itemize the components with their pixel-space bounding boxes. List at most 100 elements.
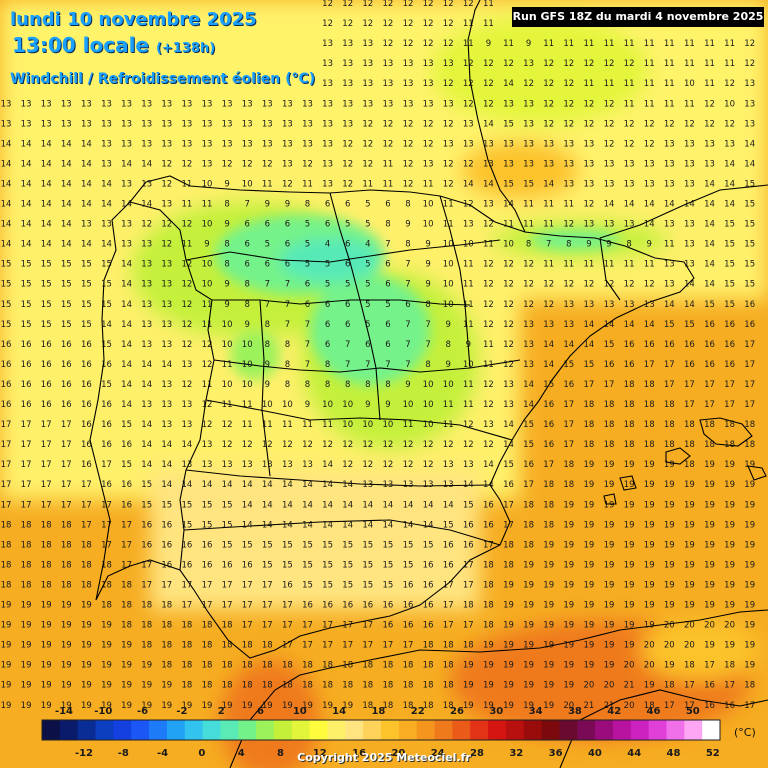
- grid-value: 12: [644, 139, 655, 149]
- legend-color-swatch: [95, 720, 114, 740]
- grid-value: 15: [563, 360, 574, 370]
- grid-value: 13: [222, 460, 233, 470]
- grid-value: 12: [423, 39, 434, 49]
- grid-value: 16: [181, 560, 192, 570]
- grid-value: 11: [704, 39, 715, 49]
- grid-value: 13: [141, 340, 152, 350]
- grid-value: 17: [463, 581, 474, 591]
- grid-value: 15: [724, 300, 735, 310]
- grid-value: 5: [365, 320, 370, 330]
- grid-value: 16: [302, 601, 313, 611]
- grid-value: 11: [563, 200, 574, 210]
- grid-value: 10: [202, 220, 213, 230]
- grid-value: 13: [222, 119, 233, 129]
- grid-value: 13: [81, 99, 92, 109]
- grid-value: 14: [724, 200, 735, 210]
- grid-value: 12: [282, 180, 293, 190]
- grid-value: 14: [81, 180, 92, 190]
- forecast-time: 13:00 locale: [12, 33, 149, 57]
- grid-value: 16: [463, 520, 474, 530]
- grid-value: 14: [322, 460, 333, 470]
- grid-value: 11: [724, 59, 735, 69]
- grid-value: 16: [684, 340, 695, 350]
- grid-value: 18: [302, 681, 313, 691]
- grid-value: 12: [503, 260, 514, 270]
- grid-value: 19: [583, 480, 594, 490]
- grid-value: 7: [425, 320, 430, 330]
- grid-value: 16: [543, 440, 554, 450]
- grid-value: 13: [503, 400, 514, 410]
- grid-value: 6: [285, 260, 290, 270]
- grid-value: 5: [265, 240, 270, 250]
- grid-value: 19: [583, 641, 594, 651]
- grid-value: 15: [322, 560, 333, 570]
- grid-value: 19: [503, 601, 514, 611]
- grid-value: 18: [141, 621, 152, 631]
- grid-value: 11: [242, 420, 253, 430]
- grid-value: 15: [242, 540, 253, 550]
- grid-value: 11: [644, 260, 655, 270]
- grid-value: 12: [342, 139, 353, 149]
- grid-value: 18: [664, 420, 675, 430]
- grid-value: 6: [385, 320, 390, 330]
- grid-value: 19: [161, 701, 172, 711]
- grid-value: 18: [342, 661, 353, 671]
- grid-value: 19: [61, 621, 72, 631]
- grid-value: 14: [302, 520, 313, 530]
- grid-value: 11: [483, 0, 494, 9]
- grid-value: 12: [443, 159, 454, 169]
- grid-value: 9: [224, 300, 229, 310]
- grid-value: 14: [664, 200, 675, 210]
- grid-value: 10: [463, 240, 474, 250]
- grid-value: 12: [664, 119, 675, 129]
- grid-value: 18: [161, 621, 172, 631]
- grid-value: 17: [262, 581, 273, 591]
- grid-value: 19: [644, 581, 655, 591]
- grid-value: 19: [684, 480, 695, 490]
- grid-value: 16: [624, 360, 635, 370]
- grid-value: 12: [443, 119, 454, 129]
- grid-value: 13: [262, 139, 273, 149]
- grid-value: 15: [61, 260, 72, 270]
- grid-value: 15: [503, 119, 514, 129]
- grid-value: 19: [41, 641, 52, 651]
- grid-value: 11: [202, 200, 213, 210]
- grid-value: 20: [583, 681, 594, 691]
- grid-value: 18: [483, 601, 494, 611]
- grid-value: 13: [262, 119, 273, 129]
- grid-value: 11: [604, 79, 615, 89]
- grid-value: 17: [664, 380, 675, 390]
- grid-value: 11: [523, 220, 534, 230]
- grid-value: 19: [543, 701, 554, 711]
- grid-value: 14: [242, 500, 253, 510]
- grid-value: 13: [282, 159, 293, 169]
- grid-value: 17: [684, 400, 695, 410]
- grid-value: 12: [423, 139, 434, 149]
- grid-value: 12: [423, 460, 434, 470]
- grid-value: 16: [604, 360, 615, 370]
- grid-value: 14: [141, 380, 152, 390]
- grid-value: 15: [724, 240, 735, 250]
- grid-value: 13: [443, 59, 454, 69]
- grid-value: 17: [563, 400, 574, 410]
- legend-tick-lower: 12: [313, 748, 327, 759]
- grid-value: 15: [342, 540, 353, 550]
- grid-value: 14: [624, 200, 635, 210]
- grid-value: 19: [282, 701, 293, 711]
- grid-value: 11: [583, 260, 594, 270]
- grid-value: 18: [423, 681, 434, 691]
- grid-value: 14: [342, 480, 353, 490]
- grid-value: 16: [282, 581, 293, 591]
- grid-value: 12: [483, 79, 494, 89]
- grid-value: 13: [282, 119, 293, 129]
- grid-value: 13: [302, 119, 313, 129]
- legend-tick-lower: -12: [75, 748, 93, 759]
- grid-value: 12: [382, 0, 393, 9]
- grid-value: 12: [202, 340, 213, 350]
- grid-value: 17: [744, 701, 755, 711]
- grid-value: 9: [445, 360, 450, 370]
- grid-value: 13: [101, 119, 112, 129]
- grid-value: 17: [684, 681, 695, 691]
- grid-value: 13: [563, 159, 574, 169]
